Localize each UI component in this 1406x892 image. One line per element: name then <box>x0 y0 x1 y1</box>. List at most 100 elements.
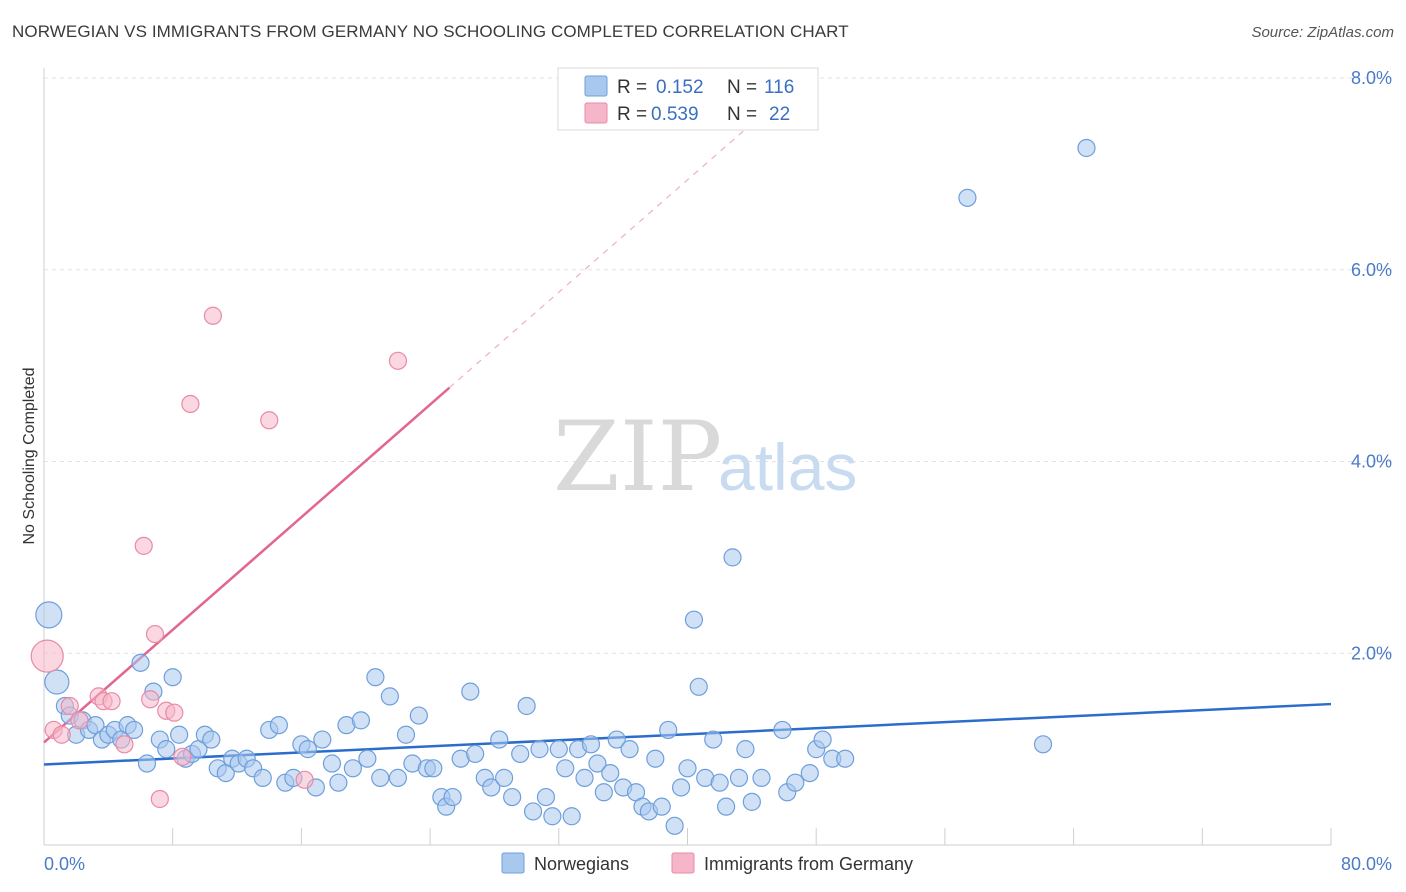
point-immigrants-germany <box>173 747 192 766</box>
legend-r-value-immigrants: 0.539 <box>651 104 699 125</box>
point-norwegians <box>530 740 549 759</box>
point-norwegians <box>773 720 792 740</box>
point-norwegians <box>588 754 607 773</box>
point-norwegians <box>536 787 556 807</box>
point-norwegians <box>424 759 443 778</box>
x-tick-label: 0.0% <box>44 854 85 874</box>
point-norwegians <box>736 740 755 759</box>
point-norwegians <box>131 653 150 672</box>
legend-n-value-norwegians: 116 <box>764 77 794 98</box>
point-norwegians <box>511 744 530 764</box>
point-norwegians <box>35 601 63 629</box>
point-norwegians <box>137 754 157 773</box>
point-norwegians <box>659 720 678 740</box>
point-norwegians <box>396 725 416 744</box>
point-norwegians <box>717 797 736 816</box>
series-legend-swatch-norwegians <box>501 852 525 874</box>
point-norwegians <box>729 768 749 787</box>
point-norwegians <box>742 792 761 811</box>
chart-title: NORWEGIAN VS IMMIGRANTS FROM GERMANY NO … <box>12 22 849 41</box>
point-norwegians <box>409 706 428 725</box>
point-norwegians <box>556 759 575 778</box>
trend-lines <box>43 130 1332 766</box>
point-norwegians <box>388 768 408 787</box>
point-immigrants-germany <box>70 711 89 730</box>
point-norwegians <box>313 730 332 749</box>
point-norwegians <box>836 749 855 768</box>
legend-n-value-immigrants: 22 <box>769 104 790 125</box>
series-legend-swatch-immigrants <box>671 852 695 874</box>
point-immigrants-germany <box>141 690 160 709</box>
watermark: ZIP atlas <box>553 401 857 513</box>
point-immigrants-germany <box>295 770 314 789</box>
legend-n-label: N = <box>727 77 757 98</box>
point-norwegians <box>358 749 377 768</box>
point-norwegians <box>322 754 342 773</box>
x-tick-labels: 0.0% 80.0% <box>44 854 1392 874</box>
legend-r-label: R = <box>617 104 647 125</box>
legend-r-label: R = <box>617 77 647 98</box>
point-norwegians <box>461 682 480 701</box>
point-norwegians <box>517 696 536 716</box>
point-norwegians <box>684 610 704 629</box>
point-norwegians <box>523 802 543 821</box>
point-norwegians <box>253 768 272 787</box>
trend-line-extension-immigrants-germany <box>449 130 745 389</box>
point-immigrants-germany <box>150 789 169 809</box>
point-norwegians <box>298 740 317 759</box>
y-tick-label: 2.0% <box>1351 643 1392 663</box>
y-tick-labels: 2.0% 4.0% 6.0% 8.0% <box>1351 68 1392 663</box>
point-immigrants-germany <box>52 725 71 744</box>
y-tick-label: 6.0% <box>1351 260 1392 280</box>
series-norwegians <box>35 138 1096 835</box>
point-immigrants-germany <box>181 394 200 414</box>
point-norwegians <box>752 768 771 787</box>
point-immigrants-germany <box>30 639 64 673</box>
point-immigrants-germany <box>134 536 153 555</box>
y-tick-label: 8.0% <box>1351 68 1392 88</box>
point-norwegians <box>594 783 613 802</box>
trend-line-immigrants-germany <box>43 386 451 744</box>
point-norwegians <box>124 720 144 740</box>
point-norwegians <box>678 759 697 778</box>
stats-legend: R = 0.152 N = 116 R = 0.539 N = 22 <box>557 67 819 131</box>
legend-n-label: N = <box>727 104 757 125</box>
point-norwegians <box>170 725 189 744</box>
watermark-zip: ZIP <box>553 401 722 513</box>
point-norwegians <box>1077 138 1096 158</box>
point-norwegians <box>958 188 977 207</box>
point-norwegians <box>380 687 399 706</box>
point-norwegians <box>202 730 221 749</box>
legend-swatch-immigrants <box>584 102 608 124</box>
point-norwegians <box>607 730 626 749</box>
point-immigrants-germany <box>165 703 184 722</box>
point-norwegians <box>490 730 509 749</box>
point-norwegians <box>503 787 522 807</box>
gridlines <box>44 77 1392 654</box>
point-immigrants-germany <box>60 696 79 716</box>
y-axis-label: No Schooling Completed <box>21 368 38 545</box>
point-immigrants-germany <box>115 735 134 754</box>
point-norwegians <box>581 735 601 754</box>
point-norwegians <box>652 797 671 816</box>
point-norwegians <box>44 669 70 695</box>
legend-r-value-norwegians: 0.152 <box>656 77 704 98</box>
point-immigrants-germany <box>145 624 165 644</box>
point-norwegians <box>329 773 348 792</box>
trend-line-norwegians <box>43 702 1332 766</box>
point-norwegians <box>366 668 385 687</box>
point-norwegians <box>482 778 501 797</box>
point-norwegians <box>620 740 639 759</box>
series-legend-label-norwegians: Norwegians <box>534 854 629 874</box>
point-norwegians <box>163 668 182 687</box>
source-credit: Source: ZipAtlas.com <box>1251 24 1394 41</box>
point-norwegians <box>786 773 805 792</box>
point-norwegians <box>351 711 371 730</box>
point-norwegians <box>710 773 729 792</box>
series-legend: Norwegians Immigrants from Germany <box>501 852 913 874</box>
point-norwegians <box>601 763 620 783</box>
point-norwegians <box>671 778 691 797</box>
series-immigrants-germany <box>30 306 408 809</box>
series-legend-label-immigrants: Immigrants from Germany <box>704 854 913 874</box>
